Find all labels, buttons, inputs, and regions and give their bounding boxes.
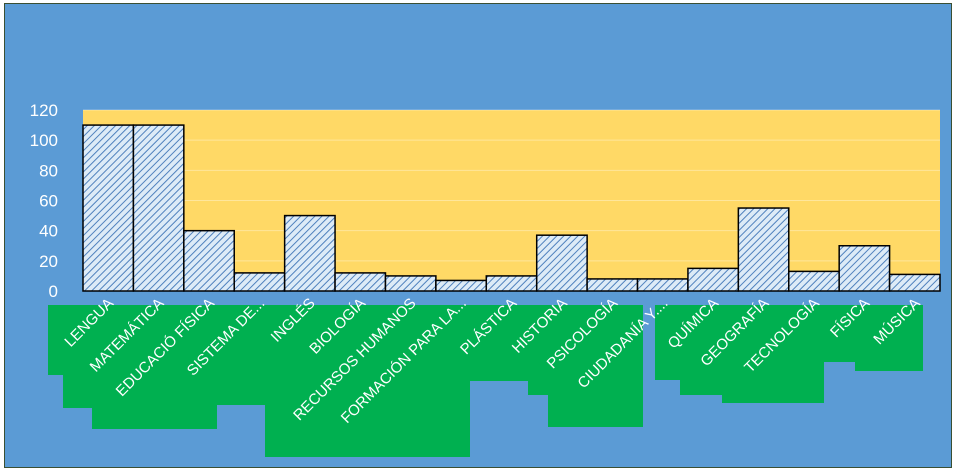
bar (233, 272, 286, 292)
y-tick-label: 120 (30, 101, 58, 120)
category-label-background (824, 305, 856, 362)
bar (636, 278, 689, 292)
y-tick-label: 0 (49, 282, 58, 301)
bar (788, 270, 840, 292)
y-tick-label: 40 (39, 222, 58, 241)
y-tick-label: 100 (30, 131, 58, 150)
bar (384, 275, 437, 292)
bar (687, 267, 740, 292)
category-label-background (722, 305, 824, 403)
bar (283, 214, 336, 292)
y-tick-label: 60 (39, 192, 58, 211)
y-tick-label: 20 (39, 252, 58, 271)
category-label-background (855, 305, 923, 371)
category-label-background (548, 305, 643, 427)
bar (334, 272, 387, 292)
bar (535, 234, 588, 292)
bar (435, 279, 488, 292)
bar (737, 207, 790, 292)
bar (485, 275, 538, 292)
bar (183, 229, 235, 292)
y-tick-label: 80 (39, 161, 58, 180)
bars (82, 124, 941, 292)
bar (132, 124, 185, 292)
bar (82, 124, 135, 292)
bar (888, 273, 941, 292)
bar (838, 245, 891, 292)
bar (586, 278, 639, 292)
y-axis-ticks: 0 20 40 60 80 100 120 (30, 101, 58, 301)
